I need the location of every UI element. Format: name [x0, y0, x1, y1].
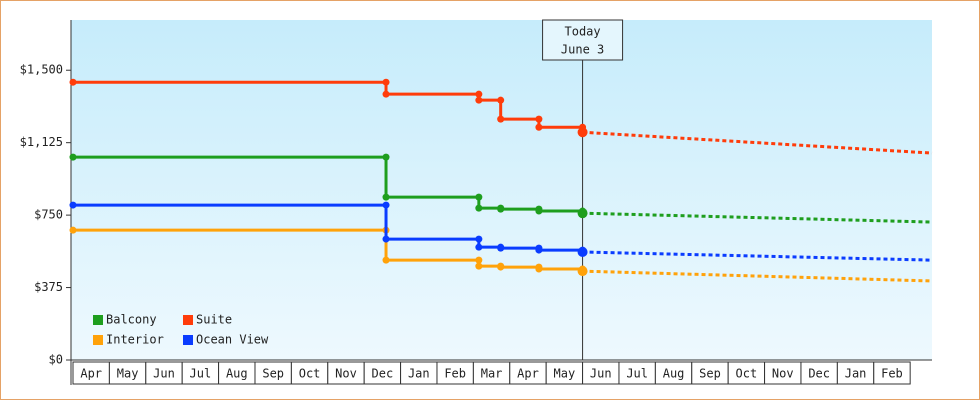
x-tick-label: Nov [335, 367, 357, 381]
price-point [382, 193, 390, 201]
price-point [577, 266, 588, 277]
step-start [497, 96, 505, 104]
legend-label: Interior [106, 333, 164, 347]
price-point [497, 244, 505, 252]
x-tick-label: Sep [262, 367, 284, 381]
price-point [577, 247, 588, 258]
x-tick-label: May [554, 367, 576, 381]
price-point [535, 207, 543, 215]
step-start [475, 235, 483, 243]
legend-label: Suite [196, 313, 232, 327]
x-tick-label: Jul [190, 367, 212, 381]
price-point [577, 208, 588, 219]
x-tick-label: Mar [481, 367, 503, 381]
y-tick-label: $1,500 [20, 63, 63, 77]
y-tick-label: $750 [34, 208, 63, 222]
x-tick-label: Apr [80, 367, 102, 381]
price-point [535, 123, 543, 131]
price-point [535, 246, 543, 254]
x-tick-label: Jan [408, 367, 430, 381]
x-tick-label: Sep [699, 367, 721, 381]
x-tick-label: Oct [299, 367, 321, 381]
price-point [69, 201, 77, 209]
x-tick-label: Jan [845, 367, 867, 381]
x-tick-label: Apr [517, 367, 539, 381]
forecast-line [582, 130, 933, 155]
step-start [535, 115, 543, 123]
x-tick-label: Jun [590, 367, 612, 381]
step-start [475, 193, 483, 201]
price-point [497, 263, 505, 271]
step-start [382, 201, 390, 209]
price-point [475, 96, 483, 104]
legend-label: Ocean View [196, 333, 269, 347]
month-cell [873, 361, 911, 385]
y-tick-label: $0 [49, 353, 63, 367]
legend-swatch [183, 315, 193, 325]
price-point [497, 205, 505, 213]
x-tick-label: Dec [372, 367, 394, 381]
price-point [577, 127, 588, 138]
x-tick-label: Feb [444, 367, 466, 381]
y-tick-label: $1,125 [20, 135, 63, 149]
legend-swatch [93, 315, 103, 325]
x-tick-label: Feb [881, 367, 903, 381]
forecast-line [582, 269, 933, 283]
x-tick-label: Oct [736, 367, 758, 381]
legend-swatch [183, 335, 193, 345]
forecast-line [582, 250, 933, 262]
price-point [475, 243, 483, 251]
step-start [382, 78, 390, 86]
y-tick-label: $375 [34, 280, 63, 294]
x-tick-label: Dec [808, 367, 830, 381]
step-start [475, 90, 483, 98]
x-tick-label: Aug [226, 367, 248, 381]
step-start [382, 153, 390, 161]
legend-swatch [93, 335, 103, 345]
forecast-line [582, 211, 933, 224]
price-point [382, 90, 390, 98]
plot-area [71, 20, 932, 360]
today-label: June 3 [561, 43, 604, 57]
price-point [475, 262, 483, 270]
x-tick-label: May [117, 367, 139, 381]
price-point [497, 115, 505, 123]
x-tick-label: Nov [772, 367, 794, 381]
legend-label: Balcony [106, 313, 157, 327]
price-point [382, 256, 390, 264]
price-point [535, 265, 543, 273]
today-label: Today [565, 25, 601, 39]
step-start [475, 256, 483, 264]
x-tick-label: Aug [663, 367, 685, 381]
price-point [69, 226, 77, 234]
price-point [69, 78, 77, 86]
price-point [475, 204, 483, 212]
today-box [542, 19, 624, 61]
price-point [382, 235, 390, 243]
x-tick-label: Jul [626, 367, 648, 381]
price-point [69, 153, 77, 161]
x-tick-label: Jun [153, 367, 175, 381]
